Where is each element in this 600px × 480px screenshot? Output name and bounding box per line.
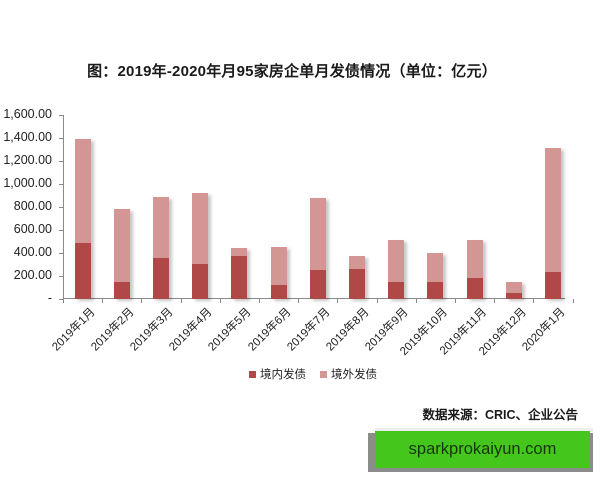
bar-stack xyxy=(153,197,169,299)
bar-segment-overseas xyxy=(270,247,287,286)
data-source-note: 数据来源：CRIC、企业公告 xyxy=(422,408,578,422)
x-tick-mark xyxy=(259,299,260,303)
y-tick-label: 1,000.00 xyxy=(3,176,52,190)
legend-item-overseas: 境外发债 xyxy=(320,366,377,382)
y-tick-mark xyxy=(59,207,63,208)
x-tick-mark xyxy=(494,299,495,303)
bar-segment-overseas xyxy=(545,148,561,273)
bar-segment-domestic xyxy=(153,257,169,299)
bar-stack xyxy=(192,192,209,299)
bar-stack xyxy=(113,208,130,299)
legend-swatch-overseas xyxy=(320,370,327,378)
bar-segment-domestic xyxy=(231,255,248,299)
bar-segment-domestic xyxy=(113,282,130,299)
x-tick-mark xyxy=(337,299,338,303)
bar-stack xyxy=(270,247,287,299)
y-tick-label: 600.00 xyxy=(13,222,52,236)
y-tick-mark xyxy=(59,161,63,162)
bar-stack xyxy=(74,139,91,299)
y-tick-mark xyxy=(59,115,63,116)
y-tick-label: 1,600.00 xyxy=(3,107,52,121)
legend-label-domestic: 境内发债 xyxy=(260,369,306,381)
bar-segment-overseas xyxy=(309,197,326,270)
chart-title: 图：2019年-2020年月95家房企单月发债情况（单位：亿元） xyxy=(0,60,600,81)
bar-segment-overseas xyxy=(388,240,405,282)
bar-segment-overseas xyxy=(466,240,483,278)
bar-segment-domestic xyxy=(74,242,91,299)
bar-segment-overseas xyxy=(349,255,365,269)
bar-stack xyxy=(545,148,561,299)
bar-segment-domestic xyxy=(270,285,287,299)
x-tick-mark xyxy=(416,299,417,303)
legend-label-overseas: 境外发债 xyxy=(331,369,377,381)
bar-stack xyxy=(231,247,248,299)
x-tick-mark xyxy=(102,299,103,303)
watermark-banner: sparkprokaiyun.com xyxy=(375,431,590,468)
watermark-top-edge xyxy=(375,428,593,432)
legend-item-domestic: 境内发债 xyxy=(249,366,306,382)
x-tick-mark xyxy=(220,299,221,303)
bar-stack xyxy=(349,255,365,299)
y-tick-label: 200.00 xyxy=(13,268,52,282)
x-tick-mark xyxy=(63,299,64,303)
bar-segment-domestic xyxy=(192,264,209,299)
x-tick-mark xyxy=(141,299,142,303)
y-tick-mark xyxy=(59,276,63,277)
bar-segment-domestic xyxy=(309,269,326,299)
bar-stack xyxy=(466,240,483,299)
bar-segment-overseas xyxy=(231,247,248,256)
bar-stack xyxy=(388,240,405,299)
y-tick-mark xyxy=(59,230,63,231)
bar-segment-overseas xyxy=(505,282,522,293)
y-tick-label: 800.00 xyxy=(13,199,52,213)
bar-segment-domestic xyxy=(505,293,522,299)
legend: 境内发债 境外发债 xyxy=(249,366,391,382)
bar-segment-overseas xyxy=(192,192,209,265)
bar-segment-overseas xyxy=(74,139,91,243)
bar-segment-domestic xyxy=(545,272,561,299)
y-tick-mark xyxy=(59,184,63,185)
y-tick-mark xyxy=(59,299,63,300)
x-tick-mark xyxy=(573,299,574,303)
bar-stack xyxy=(309,197,326,299)
y-tick-label: 1,400.00 xyxy=(3,130,52,144)
y-tick-mark xyxy=(59,138,63,139)
x-tick-mark xyxy=(181,299,182,303)
x-tick-mark xyxy=(377,299,378,303)
x-tick-mark xyxy=(455,299,456,303)
bar-stack xyxy=(505,282,522,299)
bar-segment-overseas xyxy=(427,253,444,282)
bar-segment-domestic xyxy=(388,281,405,299)
bar-segment-domestic xyxy=(466,277,483,299)
bar-segment-domestic xyxy=(427,281,444,299)
y-tick-label: - xyxy=(47,291,52,305)
y-tick-mark xyxy=(59,253,63,254)
bar-segment-domestic xyxy=(349,268,365,299)
y-tick-label: 1,200.00 xyxy=(3,153,52,167)
watermark-text: sparkprokaiyun.com xyxy=(408,440,557,458)
x-tick-mark xyxy=(533,299,534,303)
y-axis-line xyxy=(63,115,64,299)
legend-swatch-domestic xyxy=(249,370,256,378)
y-tick-label: 400.00 xyxy=(13,245,52,259)
bar-segment-overseas xyxy=(153,197,169,258)
bar-segment-overseas xyxy=(113,208,130,283)
bar-stack xyxy=(427,253,444,299)
chart-title-text: 图：2019年-2020年月95家房企单月发债情况（单位：亿元） xyxy=(87,63,497,80)
x-tick-mark xyxy=(298,299,299,303)
